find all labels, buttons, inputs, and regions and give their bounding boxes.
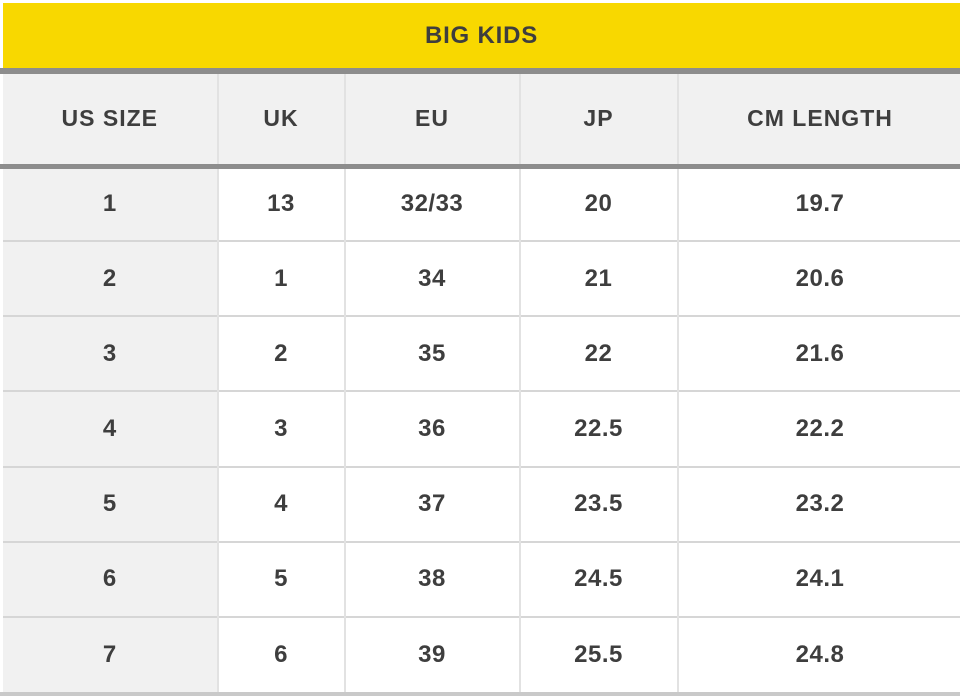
table-row: 6 5 38 24.5 24.1 xyxy=(0,540,960,617)
table-row: 3 2 35 22 21.6 xyxy=(0,315,960,392)
cell-uk: 13 xyxy=(217,166,346,242)
cell-cm-length: 20.6 xyxy=(677,240,960,317)
size-chart-banner: BIG KIDS xyxy=(3,3,960,68)
column-header-cm-length: CM LENGTH xyxy=(677,74,960,169)
cell-jp: 21 xyxy=(519,240,679,317)
cell-us-size: 7 xyxy=(0,615,219,692)
cell-eu: 38 xyxy=(344,540,521,617)
banner-title: BIG KIDS xyxy=(424,21,539,49)
cell-eu: 34 xyxy=(344,240,521,317)
cell-uk: 6 xyxy=(217,615,346,692)
column-header-uk: UK xyxy=(217,74,346,169)
table-body: 1 13 32/33 20 19.7 2 1 34 21 20.6 3 2 35… xyxy=(0,166,960,692)
cell-us-size: 1 xyxy=(0,166,219,242)
cell-uk: 3 xyxy=(217,390,346,467)
cell-cm-length: 23.2 xyxy=(677,465,960,542)
cell-jp: 23.5 xyxy=(519,465,679,542)
table-row: 1 13 32/33 20 19.7 xyxy=(0,166,960,242)
cell-cm-length: 19.7 xyxy=(677,166,960,242)
bottom-edge-bar xyxy=(0,692,960,696)
cell-jp: 22 xyxy=(519,315,679,392)
cell-jp: 25.5 xyxy=(519,615,679,692)
size-conversion-table: US SIZE UK EU JP CM LENGTH 1 13 32/33 20… xyxy=(0,74,960,692)
cell-eu: 37 xyxy=(344,465,521,542)
cell-jp: 22.5 xyxy=(519,390,679,467)
banner-divider xyxy=(0,68,960,74)
column-header-us-size: US SIZE xyxy=(0,74,219,169)
cell-jp: 20 xyxy=(519,166,679,242)
cell-uk: 2 xyxy=(217,315,346,392)
table-header: US SIZE UK EU JP CM LENGTH xyxy=(0,74,960,169)
cell-us-size: 3 xyxy=(0,315,219,392)
header-row: US SIZE UK EU JP CM LENGTH xyxy=(0,74,960,169)
table-row: 7 6 39 25.5 24.8 xyxy=(0,615,960,692)
cell-cm-length: 24.1 xyxy=(677,540,960,617)
cell-uk: 4 xyxy=(217,465,346,542)
column-header-jp: JP xyxy=(519,74,679,169)
cell-uk: 1 xyxy=(217,240,346,317)
cell-eu: 39 xyxy=(344,615,521,692)
table-row: 5 4 37 23.5 23.2 xyxy=(0,465,960,542)
table-row: 4 3 36 22.5 22.2 xyxy=(0,390,960,467)
cell-us-size: 4 xyxy=(0,390,219,467)
cell-eu: 36 xyxy=(344,390,521,467)
cell-eu: 35 xyxy=(344,315,521,392)
cell-uk: 5 xyxy=(217,540,346,617)
cell-jp: 24.5 xyxy=(519,540,679,617)
cell-cm-length: 21.6 xyxy=(677,315,960,392)
cell-us-size: 2 xyxy=(0,240,219,317)
cell-cm-length: 24.8 xyxy=(677,615,960,692)
table-row: 2 1 34 21 20.6 xyxy=(0,240,960,317)
column-header-eu: EU xyxy=(344,74,521,169)
cell-us-size: 5 xyxy=(0,465,219,542)
cell-us-size: 6 xyxy=(0,540,219,617)
cell-eu: 32/33 xyxy=(344,166,521,242)
cell-cm-length: 22.2 xyxy=(677,390,960,467)
